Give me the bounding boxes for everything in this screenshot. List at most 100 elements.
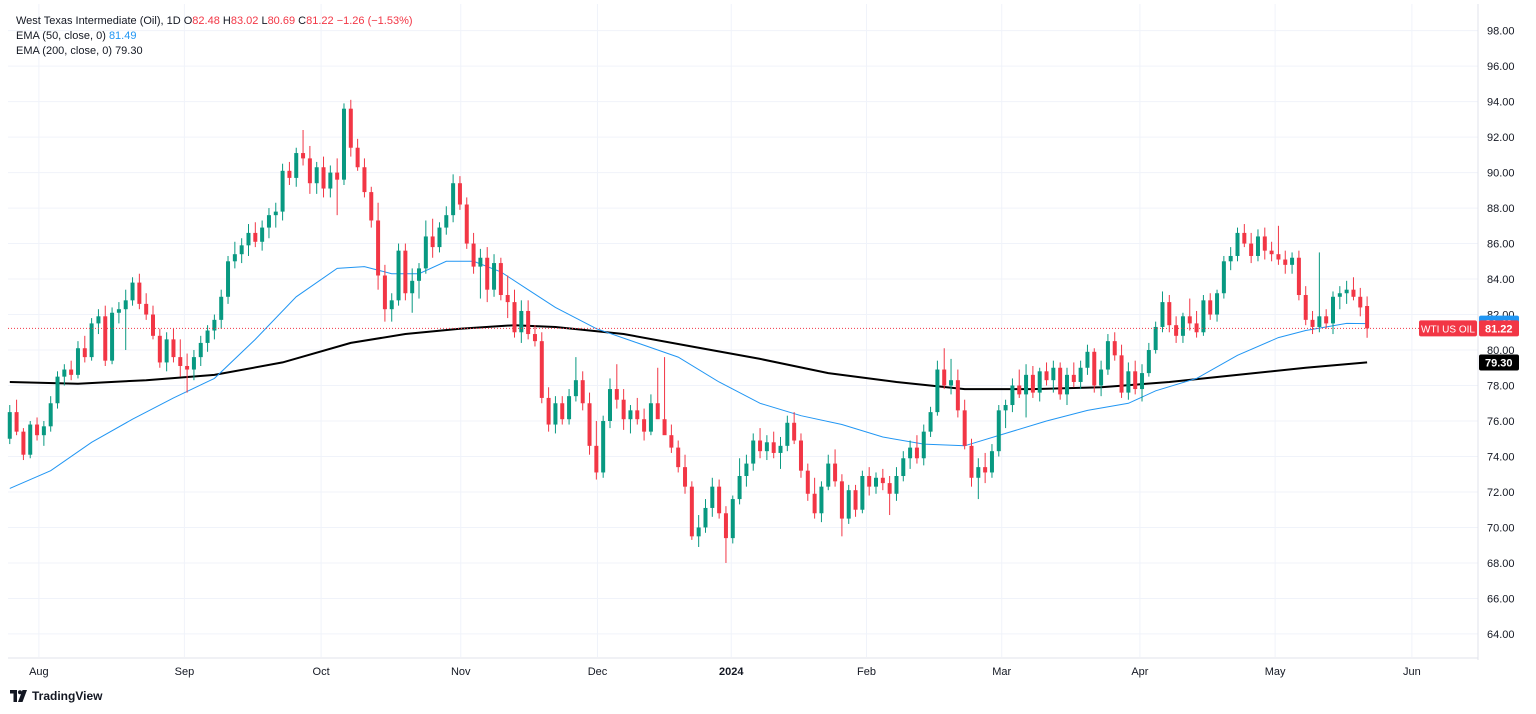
- candle: [492, 254, 497, 297]
- candle-body: [1119, 355, 1124, 393]
- candle: [41, 420, 46, 446]
- candle: [348, 99, 353, 157]
- candle-body: [348, 108, 353, 148]
- candle-body: [266, 215, 271, 228]
- candle: [376, 202, 381, 290]
- candle: [587, 392, 592, 455]
- candle-body: [1221, 261, 1226, 294]
- candle-body: [328, 172, 333, 189]
- candle-body: [1262, 236, 1267, 251]
- candle: [410, 268, 415, 313]
- candle-body: [519, 310, 524, 333]
- candle: [1242, 224, 1247, 248]
- candle-body: [62, 369, 67, 377]
- high-value: 83.02: [230, 15, 259, 27]
- price-tick-label: 78.00: [1487, 381, 1515, 393]
- ema200-legend[interactable]: EMA (200, close, 0) 79.30: [16, 44, 413, 59]
- candle-body: [758, 440, 763, 452]
- candle: [116, 302, 121, 324]
- candle-body: [464, 204, 469, 244]
- candle: [1133, 360, 1138, 395]
- candle: [1003, 399, 1008, 429]
- candle-body: [1017, 385, 1022, 395]
- ema200-price-tag-text: 79.30: [1485, 357, 1513, 369]
- candle-body: [983, 467, 988, 473]
- price-axis[interactable]: 64.00 66.00 68.00 70.00 72.00 74.00 76.00 78.00…: [1477, 4, 1515, 660]
- ema-50-path: [9, 260, 1368, 489]
- time-tick-label: Oct: [313, 666, 330, 678]
- candle: [635, 397, 640, 425]
- candle-body: [157, 335, 162, 363]
- candle: [567, 389, 572, 425]
- price-tick-label: 68.00: [1487, 558, 1515, 570]
- price-tick-label: 92.00: [1487, 132, 1515, 144]
- candle: [144, 293, 149, 320]
- close-value: 81.22: [306, 15, 334, 27]
- candle-body: [376, 220, 381, 276]
- candle-body: [989, 451, 994, 473]
- candle-body: [1276, 254, 1281, 260]
- candle-body: [1235, 232, 1240, 256]
- candle-body: [55, 376, 60, 404]
- candle-body: [1358, 296, 1363, 308]
- candle-body: [478, 257, 483, 267]
- interval[interactable]: 1D: [166, 15, 181, 27]
- candle: [89, 318, 94, 361]
- candle-body: [226, 261, 231, 297]
- candle-body: [573, 380, 578, 397]
- candle-body: [642, 419, 647, 432]
- candle: [423, 220, 428, 274]
- candle: [1310, 310, 1315, 335]
- candle-body: [382, 275, 387, 310]
- instrument-name[interactable]: West Texas Intermediate (Oil): [16, 15, 161, 27]
- candle-body: [1242, 232, 1247, 244]
- candle: [1146, 342, 1151, 377]
- candle: [1337, 286, 1342, 310]
- candle-body: [580, 380, 585, 404]
- candle: [778, 436, 783, 469]
- candle-body: [417, 268, 422, 281]
- candle: [437, 222, 442, 253]
- time-axis[interactable]: Aug Sep Oct Nov Dec 2024 Feb Mar Apr May Jun: [8, 657, 1478, 678]
- candle: [1010, 378, 1015, 413]
- candle: [601, 415, 606, 478]
- time-tick-label: Feb: [857, 666, 876, 678]
- candle: [996, 405, 1001, 457]
- ema-200-path: [9, 324, 1368, 391]
- candlesticks: [7, 99, 1370, 563]
- candle: [1153, 321, 1158, 354]
- candle: [110, 307, 115, 365]
- candle: [1064, 367, 1069, 406]
- candle-body: [553, 403, 558, 425]
- candle: [1194, 310, 1199, 338]
- candle: [417, 263, 422, 299]
- candle-body: [669, 435, 674, 448]
- price-tick-label: 84.00: [1487, 274, 1515, 286]
- candle-body: [1167, 302, 1172, 326]
- candle: [655, 367, 660, 420]
- candle: [826, 454, 831, 491]
- tradingview-icon: [10, 690, 27, 702]
- candle-body: [689, 486, 694, 537]
- candle-body: [614, 389, 619, 400]
- candle: [689, 481, 694, 540]
- candle: [737, 458, 742, 505]
- candle-body: [396, 250, 401, 301]
- ema50-legend[interactable]: EMA (50, close, 0) 81.49: [16, 29, 413, 44]
- candle: [607, 378, 612, 429]
- candle-body: [232, 254, 237, 262]
- candle: [955, 369, 960, 418]
- candle-body: [1344, 289, 1349, 294]
- candle: [28, 420, 33, 459]
- candle: [444, 206, 449, 235]
- time-tick-label: Jun: [1403, 666, 1421, 678]
- candle-body: [921, 431, 926, 459]
- candle: [1351, 277, 1356, 301]
- ema200-value: 79.30: [115, 45, 143, 57]
- tradingview-logo[interactable]: TradingView: [10, 689, 102, 703]
- candle: [1221, 255, 1226, 299]
- candle: [1228, 247, 1233, 271]
- candle-body: [1228, 255, 1233, 262]
- candle-body: [696, 527, 701, 537]
